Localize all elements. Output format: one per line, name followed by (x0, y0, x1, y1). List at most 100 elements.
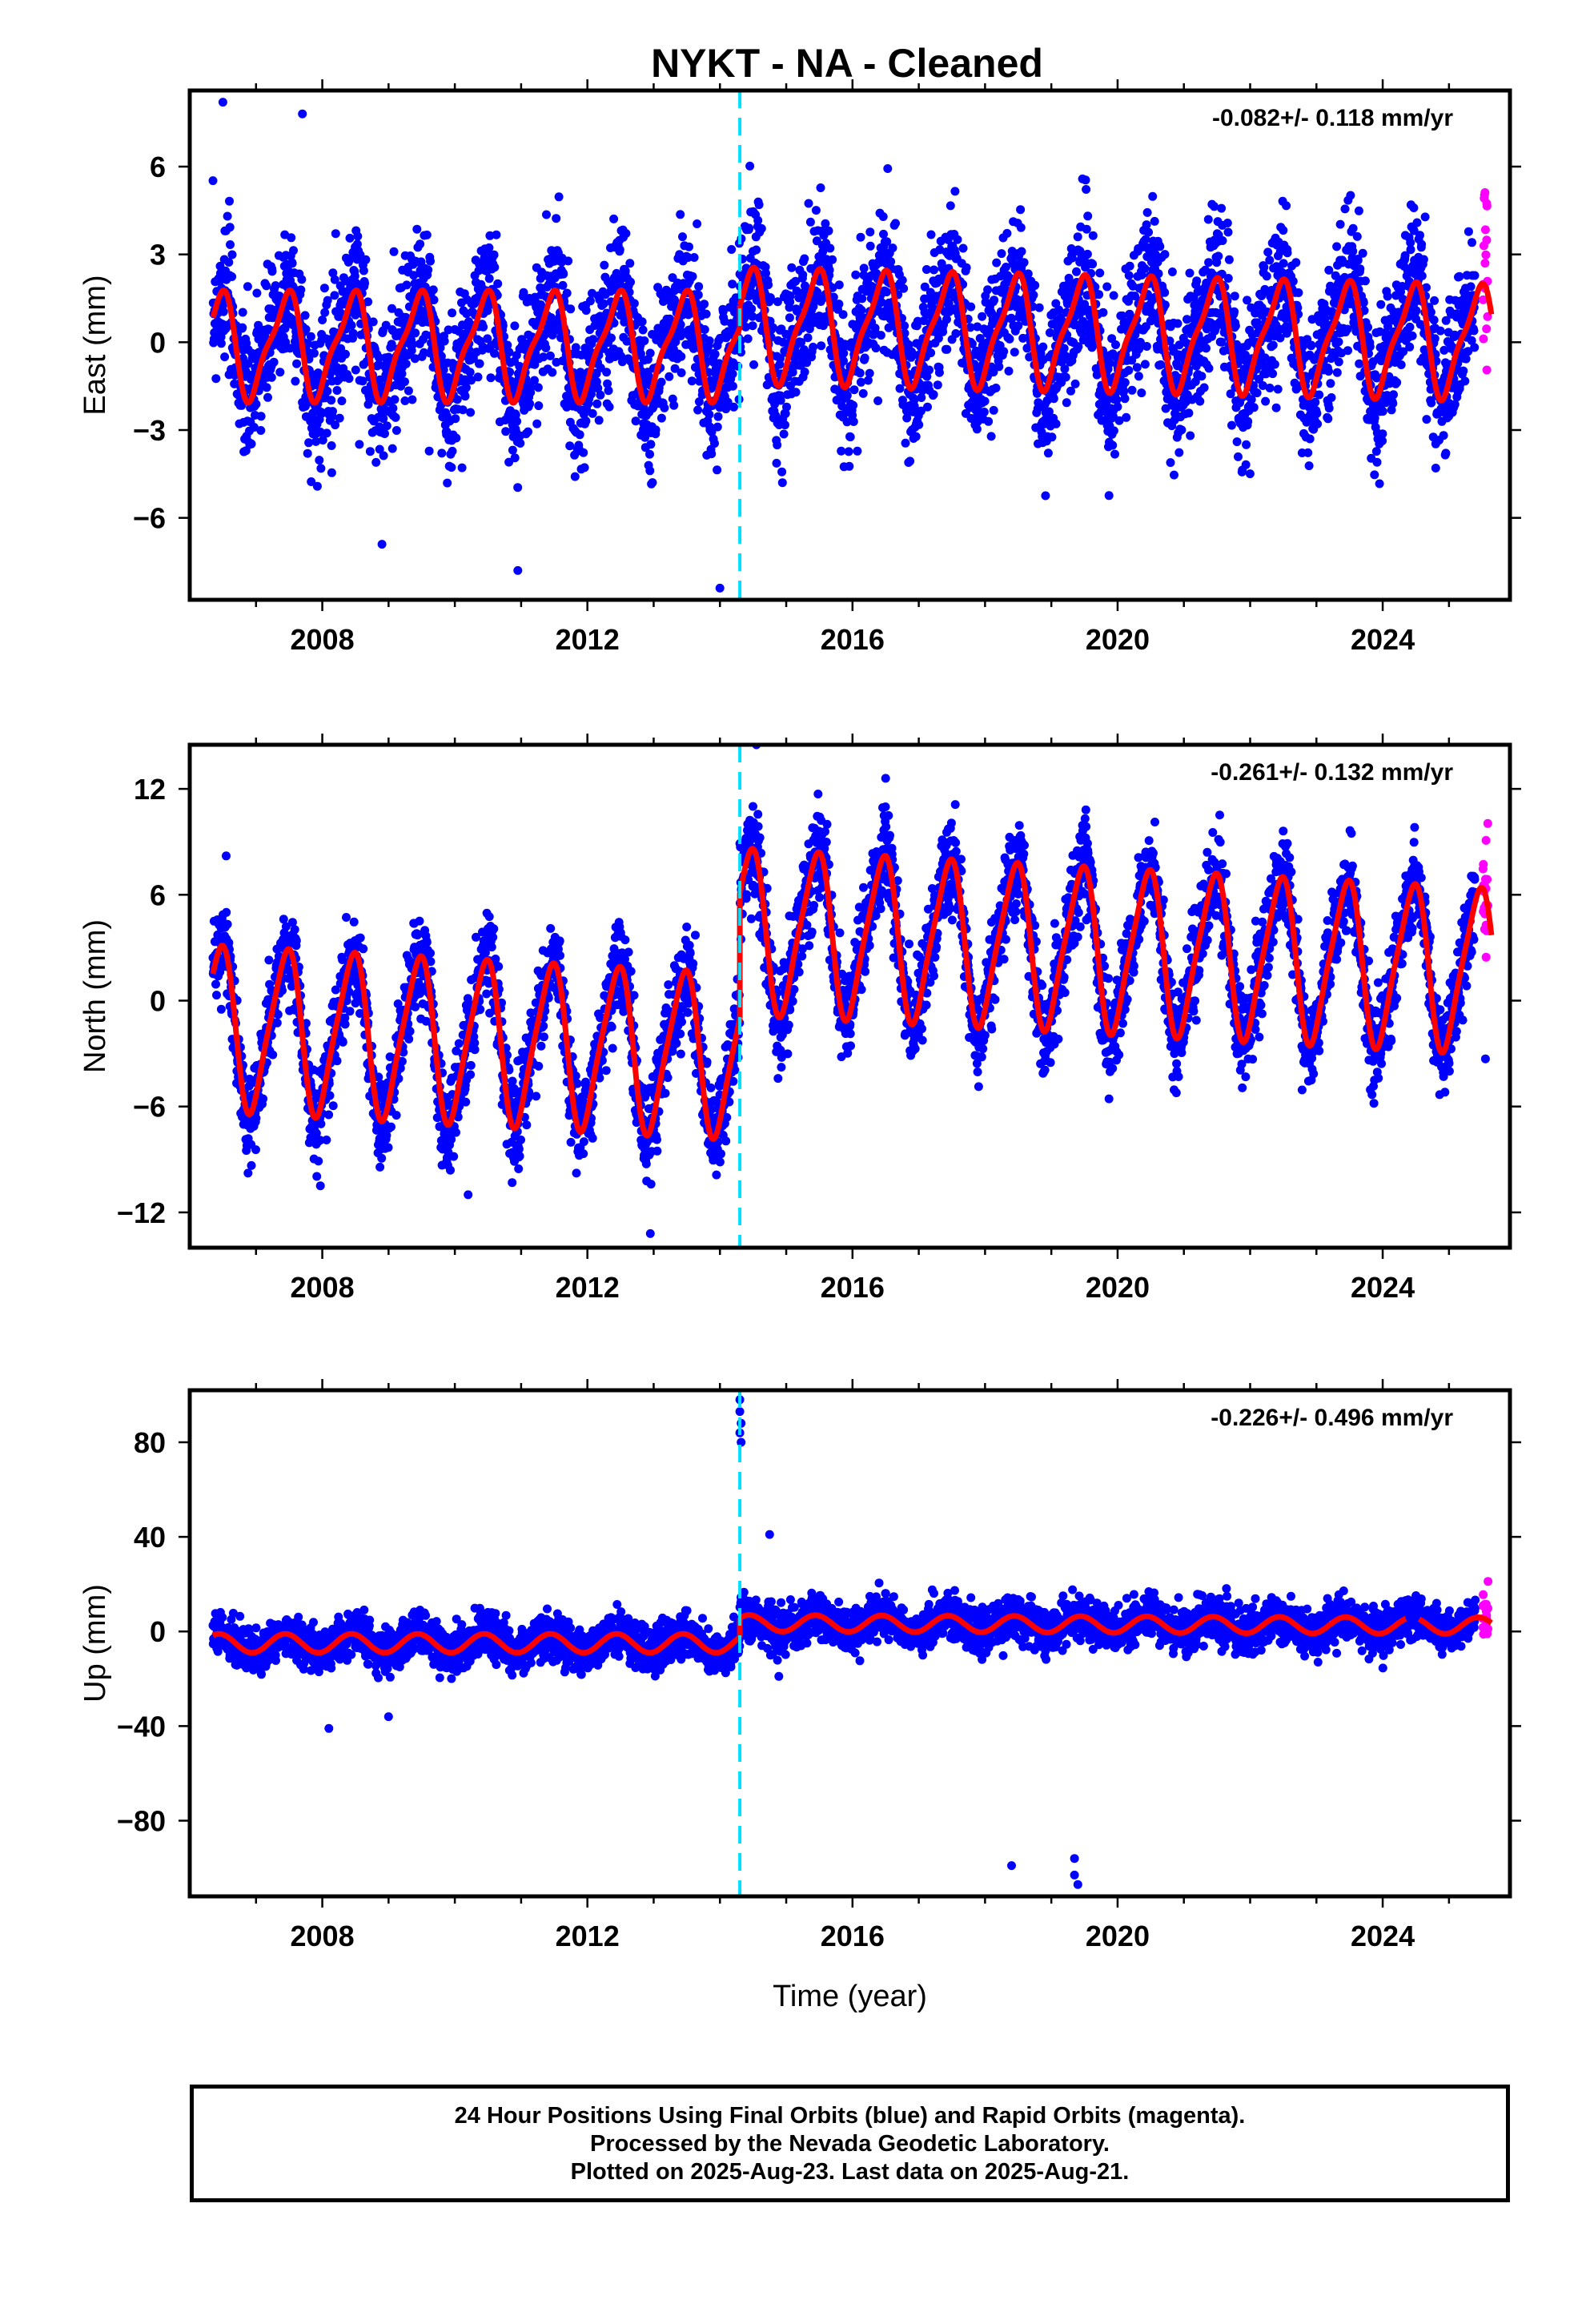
data-point (484, 243, 494, 252)
data-point (1429, 316, 1439, 325)
data-point (779, 429, 789, 439)
data-point (621, 229, 631, 238)
data-point (1265, 384, 1275, 392)
data-point (508, 445, 517, 455)
data-point (665, 314, 674, 324)
data-point (443, 478, 452, 488)
data-point (301, 324, 311, 334)
data-point (360, 279, 369, 288)
data-point (1470, 343, 1480, 352)
data-point (243, 1168, 253, 1178)
data-point (1332, 242, 1342, 251)
data-point (461, 383, 471, 392)
data-point (1010, 348, 1019, 357)
data-point (687, 376, 697, 386)
data-point (475, 359, 484, 368)
data-point (508, 380, 517, 389)
data-point (328, 268, 338, 278)
data-point (677, 352, 686, 361)
data-point (929, 390, 938, 400)
outlier-point (218, 98, 227, 107)
data-point (1192, 276, 1202, 286)
data-point (1124, 271, 1134, 280)
data-point (671, 337, 681, 347)
data-point (581, 306, 591, 316)
data-point (824, 226, 833, 235)
data-point (1388, 399, 1398, 408)
data-point (389, 247, 399, 256)
data-point (1243, 416, 1253, 426)
data-point (409, 271, 419, 280)
data-point (1111, 340, 1120, 349)
data-point (1019, 258, 1029, 267)
data-point (983, 285, 993, 295)
data-point (1305, 434, 1315, 444)
data-point (565, 441, 575, 451)
data-point (532, 419, 542, 428)
data-point (1389, 390, 1398, 400)
data-point (1094, 290, 1104, 300)
data-point (669, 400, 679, 410)
data-point (271, 281, 280, 291)
data-point (387, 340, 396, 349)
data-point (422, 230, 432, 239)
data-point (225, 223, 235, 232)
data-point (1460, 376, 1470, 386)
data-point (1468, 238, 1476, 247)
data-point (1230, 307, 1239, 316)
rapid-point (1480, 259, 1490, 268)
data-point (1268, 340, 1278, 350)
data-point (1406, 245, 1415, 255)
data-point (391, 412, 400, 422)
data-point (1017, 247, 1026, 256)
data-point (328, 407, 337, 416)
data-point (741, 322, 750, 332)
data-point (1110, 449, 1119, 459)
data-point (320, 308, 330, 317)
data-point (1273, 384, 1283, 394)
data-point (668, 394, 677, 404)
data-point (1095, 268, 1105, 278)
data-point (1034, 303, 1044, 312)
data-point (1430, 334, 1439, 344)
data-point (946, 201, 955, 211)
data-point (805, 217, 815, 227)
data-point (1142, 220, 1151, 230)
data-point (856, 232, 865, 242)
data-point (296, 285, 306, 295)
data-point (800, 254, 809, 263)
data-point (1082, 249, 1092, 259)
x-tick-label: 2012 (556, 623, 620, 656)
data-point (772, 458, 781, 468)
data-point (1186, 431, 1195, 440)
y-tick-label: 6 (150, 151, 166, 183)
data-point (828, 255, 837, 264)
data-point (728, 369, 737, 379)
data-point (331, 420, 340, 430)
data-point (942, 315, 951, 324)
data-point (411, 328, 420, 338)
data-point (637, 317, 647, 327)
data-point (222, 907, 231, 917)
data-point (705, 336, 714, 345)
data-point (1125, 261, 1134, 271)
data-point (216, 339, 226, 348)
data-point (821, 219, 830, 228)
data-point (323, 296, 332, 305)
data-point (1029, 290, 1038, 300)
data-point (676, 320, 685, 329)
data-point (256, 426, 266, 435)
data-point (1231, 321, 1240, 331)
data-point (926, 348, 936, 358)
data-point (1315, 390, 1324, 400)
data-point (765, 293, 775, 303)
data-point (281, 337, 291, 347)
data-point (1223, 274, 1233, 283)
data-point (958, 243, 968, 253)
data-point (670, 364, 680, 373)
data-point (747, 304, 757, 314)
data-point (267, 372, 276, 382)
data-point (1279, 259, 1288, 268)
data-point (542, 210, 551, 219)
data-point (513, 483, 523, 493)
